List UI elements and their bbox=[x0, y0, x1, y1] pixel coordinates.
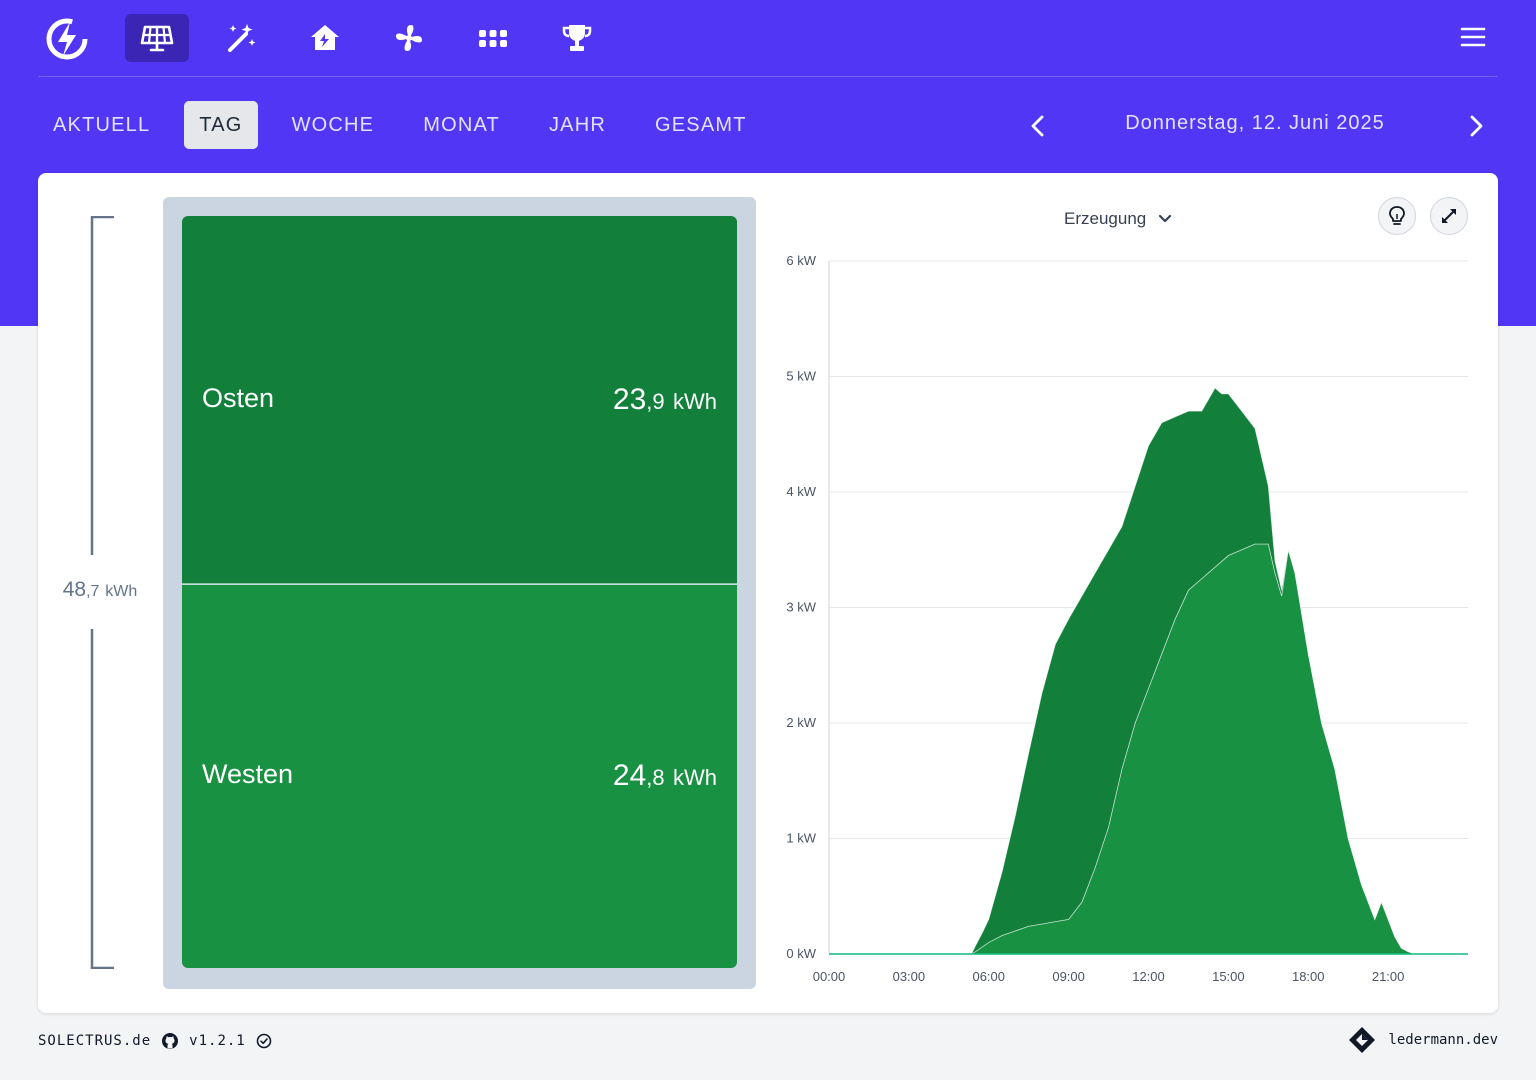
lightbulb-icon bbox=[1389, 206, 1405, 225]
x-tick-label: 03:00 bbox=[893, 969, 926, 984]
y-tick-label: 5 kW bbox=[786, 369, 816, 384]
brand-link[interactable]: SOLECTRUS.de bbox=[38, 1033, 152, 1049]
github-icon[interactable] bbox=[161, 1032, 179, 1050]
total-integer: 48 bbox=[62, 578, 87, 601]
hamburger-menu-icon[interactable] bbox=[1458, 22, 1488, 52]
x-tick-label: 00:00 bbox=[813, 969, 846, 984]
x-tick-label: 21:00 bbox=[1372, 969, 1405, 984]
y-tick-label: 1 kW bbox=[786, 831, 816, 846]
top-navigation bbox=[38, 0, 1498, 77]
x-tick-label: 18:00 bbox=[1292, 969, 1325, 984]
chevron-right-icon bbox=[1470, 115, 1483, 137]
previous-day-button[interactable] bbox=[1020, 108, 1056, 144]
total-unit: kWh bbox=[105, 583, 138, 600]
footer-right[interactable]: ledermann.dev bbox=[1348, 1026, 1498, 1054]
x-tick-label: 06:00 bbox=[972, 969, 1005, 984]
string-value-unit: kWh bbox=[673, 765, 717, 790]
chart-type-label: Erzeugung bbox=[1064, 209, 1147, 228]
expand-chart-button[interactable] bbox=[1430, 197, 1468, 235]
y-tick-label: 3 kW bbox=[786, 600, 816, 615]
tab-gesamt[interactable]: GESAMT bbox=[655, 113, 747, 136]
string-value: 23,9 kWh bbox=[613, 383, 717, 417]
x-tick-label: 15:00 bbox=[1212, 969, 1245, 984]
y-tick-label: 2 kW bbox=[786, 715, 816, 730]
house-icon bbox=[311, 25, 339, 50]
version-label[interactable]: v1.2.1 bbox=[189, 1033, 246, 1049]
nav-house[interactable] bbox=[293, 14, 357, 62]
string-value-decimal: ,8 bbox=[646, 765, 665, 790]
total-bracket bbox=[90, 216, 114, 969]
date-navigation: Donnerstag, 12. Juni 2025 bbox=[1020, 102, 1500, 148]
string-value-unit: kWh bbox=[673, 389, 717, 414]
chevron-down-icon bbox=[1159, 214, 1172, 223]
footer-left: SOLECTRUS.de v1.2.1 bbox=[38, 1030, 282, 1052]
next-day-button[interactable] bbox=[1458, 108, 1494, 144]
power-chart: 0 kW 1 kW 2 kW 3 kW 4 kW 5 kW 6 kW 00:00 03:00 06… bbox=[786, 253, 1468, 984]
string-value-integer: 24 bbox=[612, 759, 647, 792]
string-value-integer: 23 bbox=[612, 383, 647, 416]
string-osten[interactable]: Osten 23,9 kWh bbox=[182, 216, 737, 584]
string-name: Osten bbox=[202, 383, 275, 413]
magic-wand-icon bbox=[228, 24, 256, 52]
trophy-icon bbox=[562, 25, 592, 51]
main-card: 48,7 kWh Osten 23,9 kWh Westen 24,8 kWh … bbox=[38, 173, 1498, 1013]
nav-ranking[interactable] bbox=[545, 14, 609, 62]
nav-solar-panel[interactable] bbox=[125, 14, 189, 62]
x-tick-label: 12:00 bbox=[1132, 969, 1165, 984]
ledermann-logo-icon bbox=[1349, 1027, 1376, 1053]
current-date: Donnerstag, 12. Juni 2025 bbox=[1125, 112, 1385, 134]
y-tick-label: 6 kW bbox=[786, 253, 816, 268]
y-tick-label: 4 kW bbox=[786, 484, 816, 499]
string-treemap: Osten 23,9 kWh Westen 24,8 kWh bbox=[163, 197, 756, 989]
string-value-decimal: ,9 bbox=[646, 389, 665, 414]
expand-icon bbox=[1442, 209, 1456, 223]
tab-aktuell[interactable]: AKTUELL bbox=[53, 113, 151, 136]
tip-button[interactable] bbox=[1378, 197, 1416, 235]
nav-heatpump[interactable] bbox=[377, 14, 441, 62]
y-tick-label: 0 kW bbox=[786, 946, 816, 961]
area-series-osten bbox=[829, 387, 1468, 955]
nav-forecast[interactable] bbox=[209, 14, 273, 62]
string-value: 24,8 kWh bbox=[613, 759, 717, 793]
total-decimal: ,7 bbox=[86, 583, 100, 600]
tab-monat[interactable]: MONAT bbox=[423, 113, 500, 136]
x-tick-label: 09:00 bbox=[1052, 969, 1085, 984]
tab-tag[interactable]: TAG bbox=[184, 101, 258, 149]
author-link[interactable]: ledermann.dev bbox=[1388, 1032, 1498, 1048]
nav-apps[interactable] bbox=[461, 14, 525, 62]
tab-jahr[interactable]: JAHR bbox=[548, 113, 606, 136]
string-name: Westen bbox=[202, 759, 294, 789]
total-energy: 48,7 kWh bbox=[38, 578, 162, 602]
string-westen[interactable]: Westen 24,8 kWh bbox=[182, 585, 737, 968]
grid-icon bbox=[479, 30, 507, 47]
period-tabs: AKTUELL TAG WOCHE MONAT JAHR GESAMT bbox=[38, 100, 781, 150]
tab-woche[interactable]: WOCHE bbox=[291, 113, 375, 136]
check-circle-icon bbox=[256, 1033, 272, 1049]
fan-icon bbox=[396, 25, 422, 51]
chart-type-select[interactable]: Erzeugung bbox=[1064, 207, 1172, 231]
lightning-logo-icon[interactable] bbox=[44, 16, 90, 62]
chevron-left-icon bbox=[1031, 115, 1044, 137]
solar-panel-icon bbox=[140, 25, 174, 52]
